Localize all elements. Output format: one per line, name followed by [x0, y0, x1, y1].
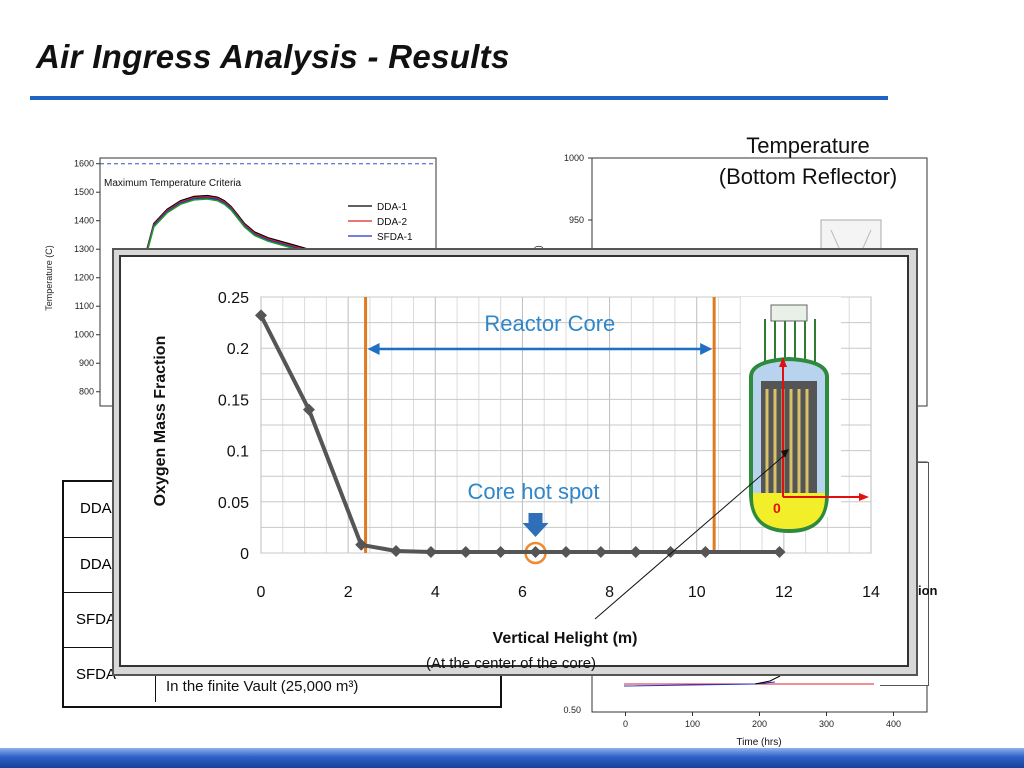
- data-point: [664, 545, 677, 558]
- x-tick-label: 100: [685, 719, 700, 729]
- x-tick-label: 6: [518, 584, 527, 601]
- data-point: [560, 545, 572, 558]
- x-tick-label: 200: [752, 719, 767, 729]
- arrowhead-right: [700, 343, 713, 355]
- slide-title: Air Ingress Analysis - Results: [36, 38, 510, 75]
- y-axis-label: Temperature (C): [44, 245, 54, 311]
- origin-label: 0: [773, 500, 781, 516]
- data-point: [594, 545, 607, 558]
- arrowhead-left: [367, 343, 380, 355]
- hot-spot-label: Core hot spot: [467, 479, 599, 504]
- title-line: Temperature: [746, 133, 870, 158]
- chart-caption: (At the center of the core): [425, 655, 597, 672]
- x-tick-label: 4: [431, 584, 440, 601]
- series-line: [754, 675, 781, 685]
- data-point: [699, 545, 712, 558]
- reactor-core-label: Reactor Core: [484, 311, 615, 336]
- x-axis-label: Time (hrs): [736, 737, 781, 748]
- y-tick-label: 800: [79, 387, 94, 397]
- oxygen-chart-frame: Reactor Core Core hot spot 0 0.05 0.1 0.15 0.…: [119, 255, 909, 672]
- y-tick-label: 1500: [74, 187, 94, 197]
- y-tick-label: 0.25: [218, 290, 249, 307]
- footer-bar: [0, 748, 1024, 768]
- data-point: [629, 545, 642, 558]
- y-tick-label: 1600: [74, 159, 94, 169]
- x-tick-label: 10: [688, 584, 706, 601]
- data-point: [390, 544, 403, 557]
- title-line: (Bottom Reflector): [718, 164, 898, 189]
- oxygen-chart-svg: Reactor Core Core hot spot 0 0.05 0.1 0.15 0.…: [152, 290, 880, 647]
- series-line: [146, 197, 349, 267]
- series-line: [146, 196, 349, 266]
- y-tick-label: 950: [569, 215, 584, 225]
- y-tick-label: 0.1: [227, 444, 249, 461]
- y-tick-label: 1100: [75, 301, 94, 311]
- hot-spot-arrow: [522, 513, 549, 537]
- reactor-vessel-illustration: 0: [741, 297, 869, 534]
- y-tick-label: 900: [79, 358, 94, 368]
- x-tick-label: 0: [257, 584, 266, 601]
- y-tick-label: 0.50: [563, 705, 581, 715]
- x-tick-label: 8: [605, 584, 614, 601]
- pointer-arrowhead: [781, 449, 789, 458]
- data-point: [302, 403, 315, 416]
- temperature-chart-title: Temperature (Bottom Reflector): [692, 130, 924, 192]
- data-point: [355, 538, 368, 551]
- x-tick-label: 300: [819, 719, 834, 729]
- x-axis-label: Vertical Helight (m): [493, 630, 638, 647]
- data-point: [494, 545, 507, 558]
- y-tick-label: 0.2: [227, 341, 249, 358]
- x-tick-label: 0: [623, 719, 628, 729]
- series-line: [146, 194, 349, 265]
- y-tick-label: 1000: [74, 330, 94, 340]
- y-tick-label: 1300: [74, 244, 94, 254]
- oxygen-chart-popup: Reactor Core Core hot spot 0 0.05 0.1 0.15 0.…: [112, 248, 918, 676]
- title-underline: [30, 96, 888, 100]
- data-point: [424, 545, 437, 558]
- y-axis-label: Oxygen Mass Fraction: [152, 336, 169, 507]
- x-tick-label: 400: [886, 719, 901, 729]
- side-label: ion: [918, 583, 938, 598]
- y-tick-label: 1000: [564, 153, 584, 163]
- data-point: [255, 309, 267, 322]
- data-point: [773, 545, 786, 558]
- x-tick-label: 2: [344, 584, 353, 601]
- legend-label: DDA-1: [377, 202, 407, 213]
- legend-label: SFDA-1: [377, 232, 413, 243]
- x-tick-label: 12: [775, 584, 793, 601]
- y-tick-label: 1200: [74, 273, 94, 283]
- y-tick-label: 0.15: [218, 392, 249, 409]
- x-tick-label: 14: [862, 584, 880, 601]
- pointer-line: [594, 452, 788, 620]
- reference-line-label: Maximum Temperature Criteria: [104, 178, 242, 189]
- data-point: [529, 545, 542, 558]
- y-tick-label: 1400: [74, 216, 94, 226]
- y-tick-label: 0: [240, 546, 249, 563]
- y-tick-label: 0.05: [218, 495, 249, 512]
- data-point: [459, 545, 472, 558]
- temperature-chart-left-svg: 800 900 1000 1100 1200 1300 1400 1500 1600 Tempe…: [44, 157, 437, 407]
- table-note: In the finite Vault (25,000 m³): [166, 678, 359, 695]
- legend-label: DDA-2: [377, 217, 407, 228]
